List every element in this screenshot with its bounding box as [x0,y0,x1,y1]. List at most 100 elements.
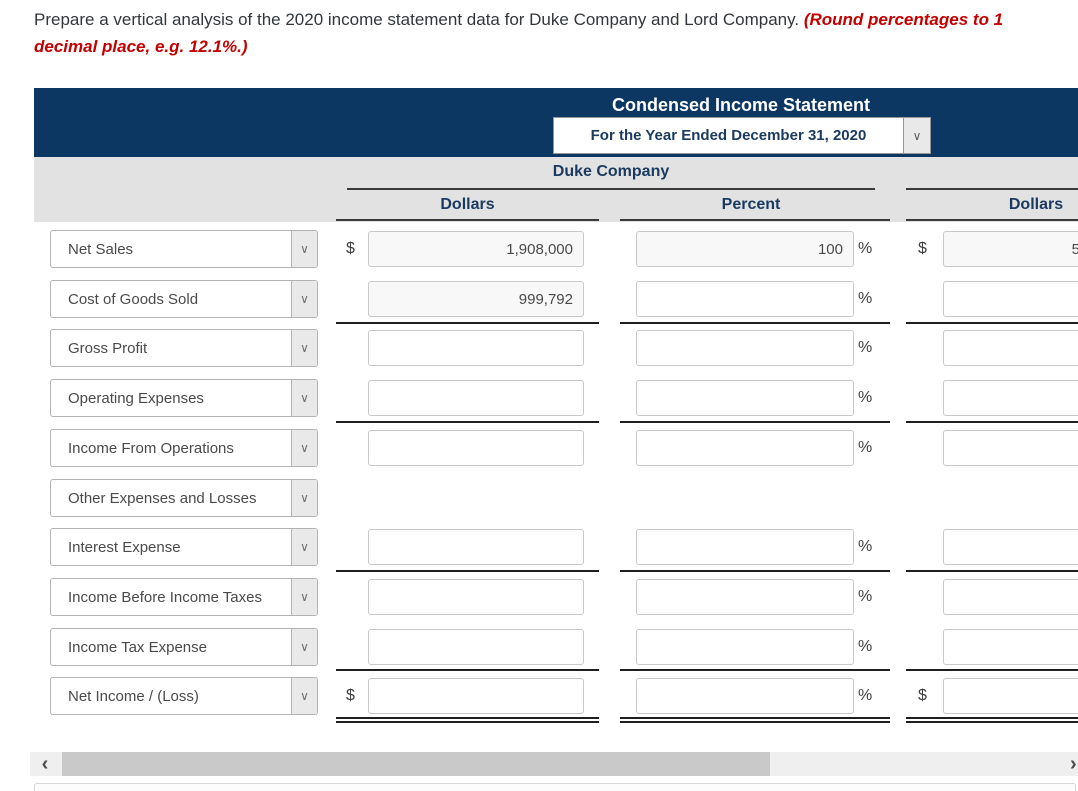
lord-dollars-input[interactable] [943,629,1078,665]
chevron-down-icon: ∨ [291,281,317,317]
subtotal-rule [906,322,1078,324]
lord-dollars-input[interactable] [943,281,1078,317]
double-total-rule [620,717,890,723]
account-label: Interest Expense [68,538,181,556]
scroll-left-button[interactable]: ‹ [30,752,60,776]
percent-sign: % [858,290,873,307]
percent-sign: % [858,687,873,704]
chevron-down-icon: ∨ [291,380,317,416]
double-total-rule [336,717,599,723]
account-select-operating-expenses[interactable]: Operating Expenses ∨ [50,379,318,417]
account-select-income-before-income-taxes[interactable]: Income Before Income Taxes ∨ [50,578,318,616]
duke-percent-input[interactable] [636,529,854,565]
account-select-net-income-loss[interactable]: Net Income / (Loss) ∨ [50,677,318,715]
lord-company-underline [906,188,1078,190]
chevron-down-icon: ∨ [291,330,317,366]
duke-dollars-input[interactable] [368,231,584,267]
chevron-down-icon: ∨ [291,529,317,565]
duke-dollars-input[interactable] [368,579,584,615]
chevron-down-icon: ∨ [291,430,317,466]
account-select-net-sales[interactable]: Net Sales ∨ [50,230,318,268]
lord-dollars-input[interactable] [943,529,1078,565]
duke-dollars-input[interactable] [368,281,584,317]
total-rule [906,669,1078,671]
duke-percent-input[interactable] [636,430,854,466]
scroll-right-button[interactable]: › [1070,752,1078,776]
duke-percent-input[interactable] [636,231,854,267]
scrollbar-thumb[interactable] [62,752,770,776]
subtotal-rule [620,322,890,324]
total-rule [620,669,890,671]
percent-sign: % [858,240,873,257]
lord-dollars-underline [906,219,1078,221]
account-label: Operating Expenses [68,389,204,407]
dollar-sign: $ [346,240,355,257]
double-total-rule [906,717,1078,723]
row-operating-expenses: Operating Expenses ∨ % [0,379,1078,417]
account-select-income-from-operations[interactable]: Income From Operations ∨ [50,429,318,467]
chevron-down-icon: ∨ [291,629,317,665]
lord-dollars-input[interactable] [943,231,1078,267]
duke-percent-input[interactable] [636,281,854,317]
percent-sign: % [858,588,873,605]
subtotal-rule [906,421,1078,423]
duke-company-underline [347,188,875,190]
duke-percent-input[interactable] [636,629,854,665]
percent-sign: % [858,389,873,406]
duke-percent-input[interactable] [636,678,854,714]
account-select-income-tax-expense[interactable]: Income Tax Expense ∨ [50,628,318,666]
duke-dollars-underline [336,219,599,221]
chevron-down-icon: ∨ [291,480,317,516]
statement-title: Condensed Income Statement [611,95,871,115]
chevron-down-icon: ∨ [903,118,930,153]
percent-sign: % [858,339,873,356]
row-interest-expense: Interest Expense ∨ % [0,528,1078,566]
period-select[interactable]: For the Year Ended December 31, 2020 ∨ [553,117,931,154]
account-label: Other Expenses and Losses [68,489,257,507]
duke-percent-underline [620,219,890,221]
row-income-before-income-taxes: Income Before Income Taxes ∨ % [0,578,1078,616]
account-select-other-expenses-and-losses[interactable]: Other Expenses and Losses ∨ [50,479,318,517]
chevron-down-icon: ∨ [291,579,317,615]
account-select-cost-of-goods-sold[interactable]: Cost of Goods Sold ∨ [50,280,318,318]
subtotal-rule [620,570,890,572]
instruction-normal: Prepare a vertical analysis of the 2020 … [34,10,804,29]
duke-dollars-header: Dollars [440,196,495,213]
lord-dollars-input[interactable] [943,330,1078,366]
account-select-gross-profit[interactable]: Gross Profit ∨ [50,329,318,367]
dollar-sign: $ [346,687,355,704]
duke-company-header: Duke Company [552,163,670,180]
account-select-interest-expense[interactable]: Interest Expense ∨ [50,528,318,566]
lord-dollars-input[interactable] [943,430,1078,466]
subtotal-rule [336,421,599,423]
row-net-income-loss: Net Income / (Loss) ∨ $ % $ [0,677,1078,715]
duke-percent-input[interactable] [636,579,854,615]
account-label: Net Sales [68,240,134,258]
duke-dollars-input[interactable] [368,330,584,366]
dollar-sign: $ [918,687,927,704]
subtotal-rule [620,421,890,423]
row-income-tax-expense: Income Tax Expense ∨ % [0,628,1078,666]
lord-dollars-input[interactable] [943,579,1078,615]
duke-dollars-input[interactable] [368,380,584,416]
lord-dollars-input[interactable] [943,678,1078,714]
chevron-down-icon: ∨ [291,231,317,267]
percent-sign: % [858,638,873,655]
row-cost-of-goods-sold: Cost of Goods Sold ∨ % [0,280,1078,318]
duke-percent-input[interactable] [636,380,854,416]
percent-sign: % [858,439,873,456]
duke-dollars-input[interactable] [368,529,584,565]
lord-dollars-header: Dollars [1008,196,1064,213]
row-income-from-operations: Income From Operations ∨ % [0,429,1078,467]
duke-percent-input[interactable] [636,330,854,366]
duke-dollars-input[interactable] [368,430,584,466]
instruction-emphasis: (Round percentages to 1 decimal place, e… [34,10,1004,56]
percent-sign: % [858,538,873,555]
subtotal-rule [906,570,1078,572]
horizontal-scrollbar[interactable]: ‹ › [30,752,1078,776]
account-label: Income Before Income Taxes [68,588,262,606]
lord-dollars-input[interactable] [943,380,1078,416]
total-rule [336,669,599,671]
duke-dollars-input[interactable] [368,678,584,714]
duke-dollars-input[interactable] [368,629,584,665]
